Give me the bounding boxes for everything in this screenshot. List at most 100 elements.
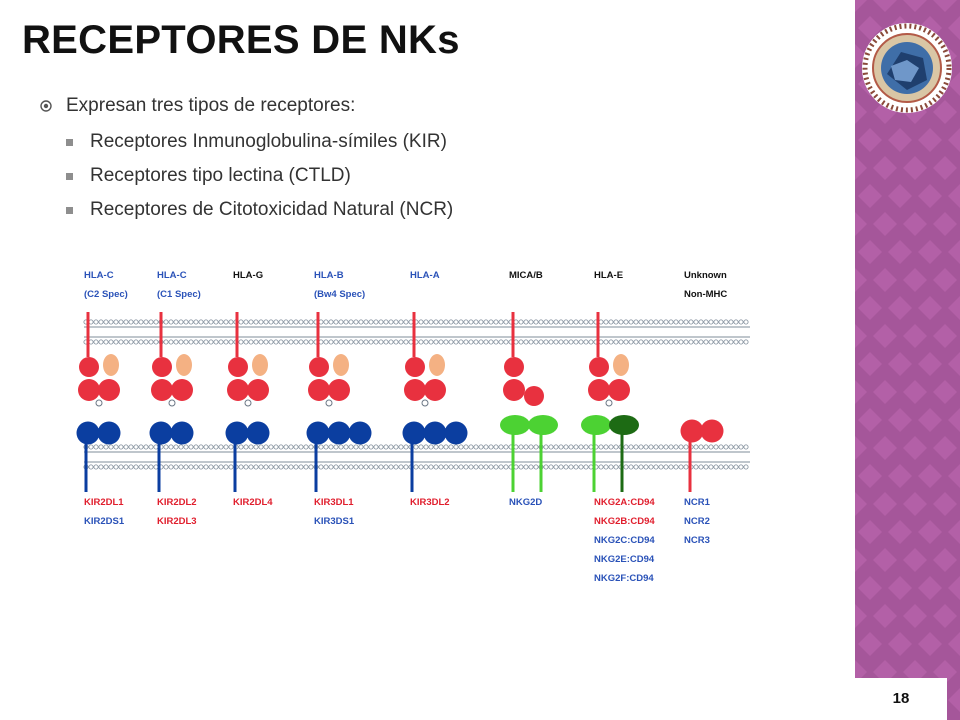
lipid-head (678, 464, 684, 470)
lipid-head (168, 339, 174, 345)
lipid-head (618, 319, 624, 325)
lipid-head (473, 339, 479, 345)
lipid-head (393, 464, 399, 470)
sub-bullet-text: Receptores de Citotoxicidad Natural (NCR… (90, 199, 454, 220)
lipid-head (608, 464, 614, 470)
lipid-head (388, 319, 394, 325)
lipid-head (238, 319, 244, 325)
sub-bullet-item: Receptores Inmunoglobulina-símiles (KIR) (38, 128, 838, 162)
lipid-head (398, 464, 404, 470)
sidebar-diamond (855, 100, 867, 124)
lipid-head (278, 444, 284, 450)
lipid-head (738, 464, 744, 470)
lipid-head (93, 444, 99, 450)
lipid-head (153, 319, 159, 325)
lipid-head (248, 319, 254, 325)
lipid-head (568, 319, 574, 325)
sidebar-diamond (948, 632, 960, 656)
lipid-head (488, 464, 494, 470)
lipid-head (228, 339, 234, 345)
bullet-list: Expresan tres tipos de receptores: Recep… (38, 92, 838, 230)
lipid-head (598, 319, 604, 325)
lipid-head (713, 464, 719, 470)
sidebar-diamond (948, 16, 960, 40)
lipid-head (443, 464, 449, 470)
lipid-head (368, 464, 374, 470)
lipid-head (388, 339, 394, 345)
lipid-head (543, 319, 549, 325)
lipid-head (463, 444, 469, 450)
sidebar-diamond (873, 0, 897, 12)
lipid-head (103, 464, 109, 470)
lipid-head (513, 319, 519, 325)
sidebar-diamond (918, 632, 942, 656)
lipid-head (123, 339, 129, 345)
lipid-head (93, 464, 99, 470)
sidebar-diamond (933, 380, 957, 404)
lipid-head (263, 339, 269, 345)
lipid-head (348, 464, 354, 470)
lipid-head (118, 319, 124, 325)
lipid-head (533, 444, 539, 450)
lipid-head (663, 464, 669, 470)
sidebar-diamond (933, 268, 957, 292)
lipid-head (663, 319, 669, 325)
lipid-head (198, 319, 204, 325)
lipid-head (183, 319, 189, 325)
sidebar-diamond (933, 100, 957, 124)
lipid-head (458, 464, 464, 470)
lipid-head (558, 339, 564, 345)
lipid-head (188, 339, 194, 345)
lipid-head (253, 319, 259, 325)
lipid-head (368, 339, 374, 345)
lipid-head (698, 319, 704, 325)
lipid-head (633, 444, 639, 450)
lipid-head (553, 464, 559, 470)
lipid-head (628, 339, 634, 345)
sidebar-diamond (933, 436, 957, 460)
lipid-head (718, 339, 724, 345)
lipid-head (633, 319, 639, 325)
sidebar-diamond (918, 184, 942, 208)
lipid-head (353, 339, 359, 345)
lipid-head (563, 339, 569, 345)
lipid-head (428, 339, 434, 345)
lipid-head (328, 464, 334, 470)
sidebar-diamond (873, 380, 897, 404)
peptide (421, 399, 429, 407)
lipid-head (403, 464, 409, 470)
lipid-head (188, 444, 194, 450)
lipid-head (178, 339, 184, 345)
lipid-head (298, 464, 304, 470)
lipid-head (148, 444, 154, 450)
b2m-domain (252, 354, 268, 376)
lipid-head (608, 444, 614, 450)
receptor-label: KIR2DL4 (233, 497, 273, 508)
lipid-head (638, 464, 644, 470)
lipid-head (258, 319, 264, 325)
sidebar-diamond (903, 380, 927, 404)
lipid-head (138, 464, 144, 470)
nkg2d-domain (528, 415, 558, 435)
sidebar-diamond (933, 548, 957, 572)
sub-bullet-item: Receptores tipo lectina (CTLD) (38, 162, 838, 196)
lipid-head (728, 339, 734, 345)
lipid-head (558, 444, 564, 450)
square-bullet-icon (66, 139, 73, 146)
lipid-head (398, 339, 404, 345)
lipid-head (743, 319, 749, 325)
sidebar-diamond (855, 436, 867, 460)
lipid-head (113, 339, 119, 345)
lipid-head (718, 464, 724, 470)
receptor-label: KIR2DL1 (84, 497, 124, 508)
sidebar-diamond (873, 436, 897, 460)
lipid-head (638, 444, 644, 450)
sidebar-diamond (948, 128, 960, 152)
lipid-head (133, 444, 139, 450)
lipid-head (298, 319, 304, 325)
lipid-head (193, 444, 199, 450)
lipid-head (178, 319, 184, 325)
lipid-head (703, 319, 709, 325)
lipid-head (98, 339, 104, 345)
lipid-head (533, 339, 539, 345)
